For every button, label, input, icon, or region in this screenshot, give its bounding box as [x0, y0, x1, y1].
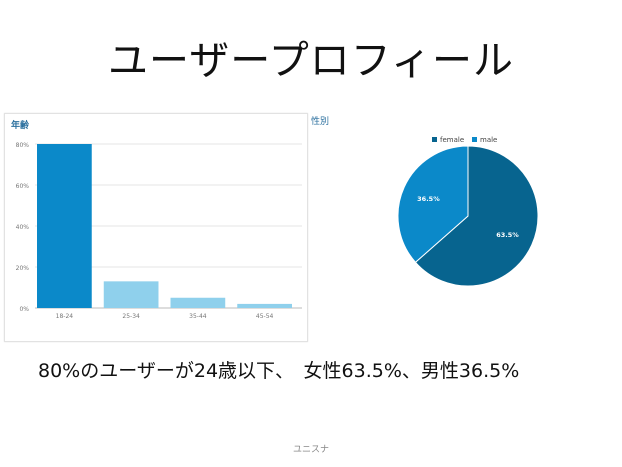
bar-35-44	[170, 297, 226, 308]
y-tick-label: 40%	[16, 224, 30, 231]
summary-caption: 80%のユーザーが24歳以下、 女性63.5%、男性36.5%	[38, 360, 520, 382]
y-tick-label: 20%	[16, 265, 30, 272]
legend-label-male: male	[480, 136, 497, 144]
age-chart-title: 年齢	[11, 121, 30, 131]
bar-18-24	[37, 144, 92, 308]
pie-value-label: 63.5%	[496, 231, 519, 239]
age-chart-panel: 0% 20% 40% 60% 80% 18-24 25-34 35-44 45-54 年齢	[4, 113, 308, 342]
x-tick-label: 18-24	[56, 313, 74, 320]
legend-label-female: female	[440, 136, 464, 144]
x-tick-label: 25-34	[122, 313, 140, 320]
gender-pie-chart: female male 63.5% 36.5%	[397, 136, 539, 287]
y-tick-label: 0%	[19, 306, 29, 313]
bar-45-54	[237, 303, 292, 308]
legend-swatch-female	[432, 137, 437, 142]
y-tick-label: 80%	[16, 142, 30, 149]
slide-title: ユーザープロフィール	[108, 38, 514, 84]
pie-value-label: 36.5%	[417, 195, 440, 203]
x-tick-label: 45-54	[256, 313, 274, 320]
gender-chart-title: 性別	[311, 117, 330, 127]
bar-25-34	[103, 281, 159, 308]
pie-slice-female	[414, 145, 539, 287]
legend-swatch-male	[472, 137, 477, 142]
x-tick-label: 35-44	[189, 313, 207, 320]
age-bar-chart: 0% 20% 40% 60% 80% 18-24 25-34 35-44 45-54	[16, 142, 302, 320]
y-tick-label: 60%	[16, 183, 30, 190]
pie-slice-male	[397, 145, 469, 263]
footer-text: ユニスナ	[292, 445, 329, 455]
